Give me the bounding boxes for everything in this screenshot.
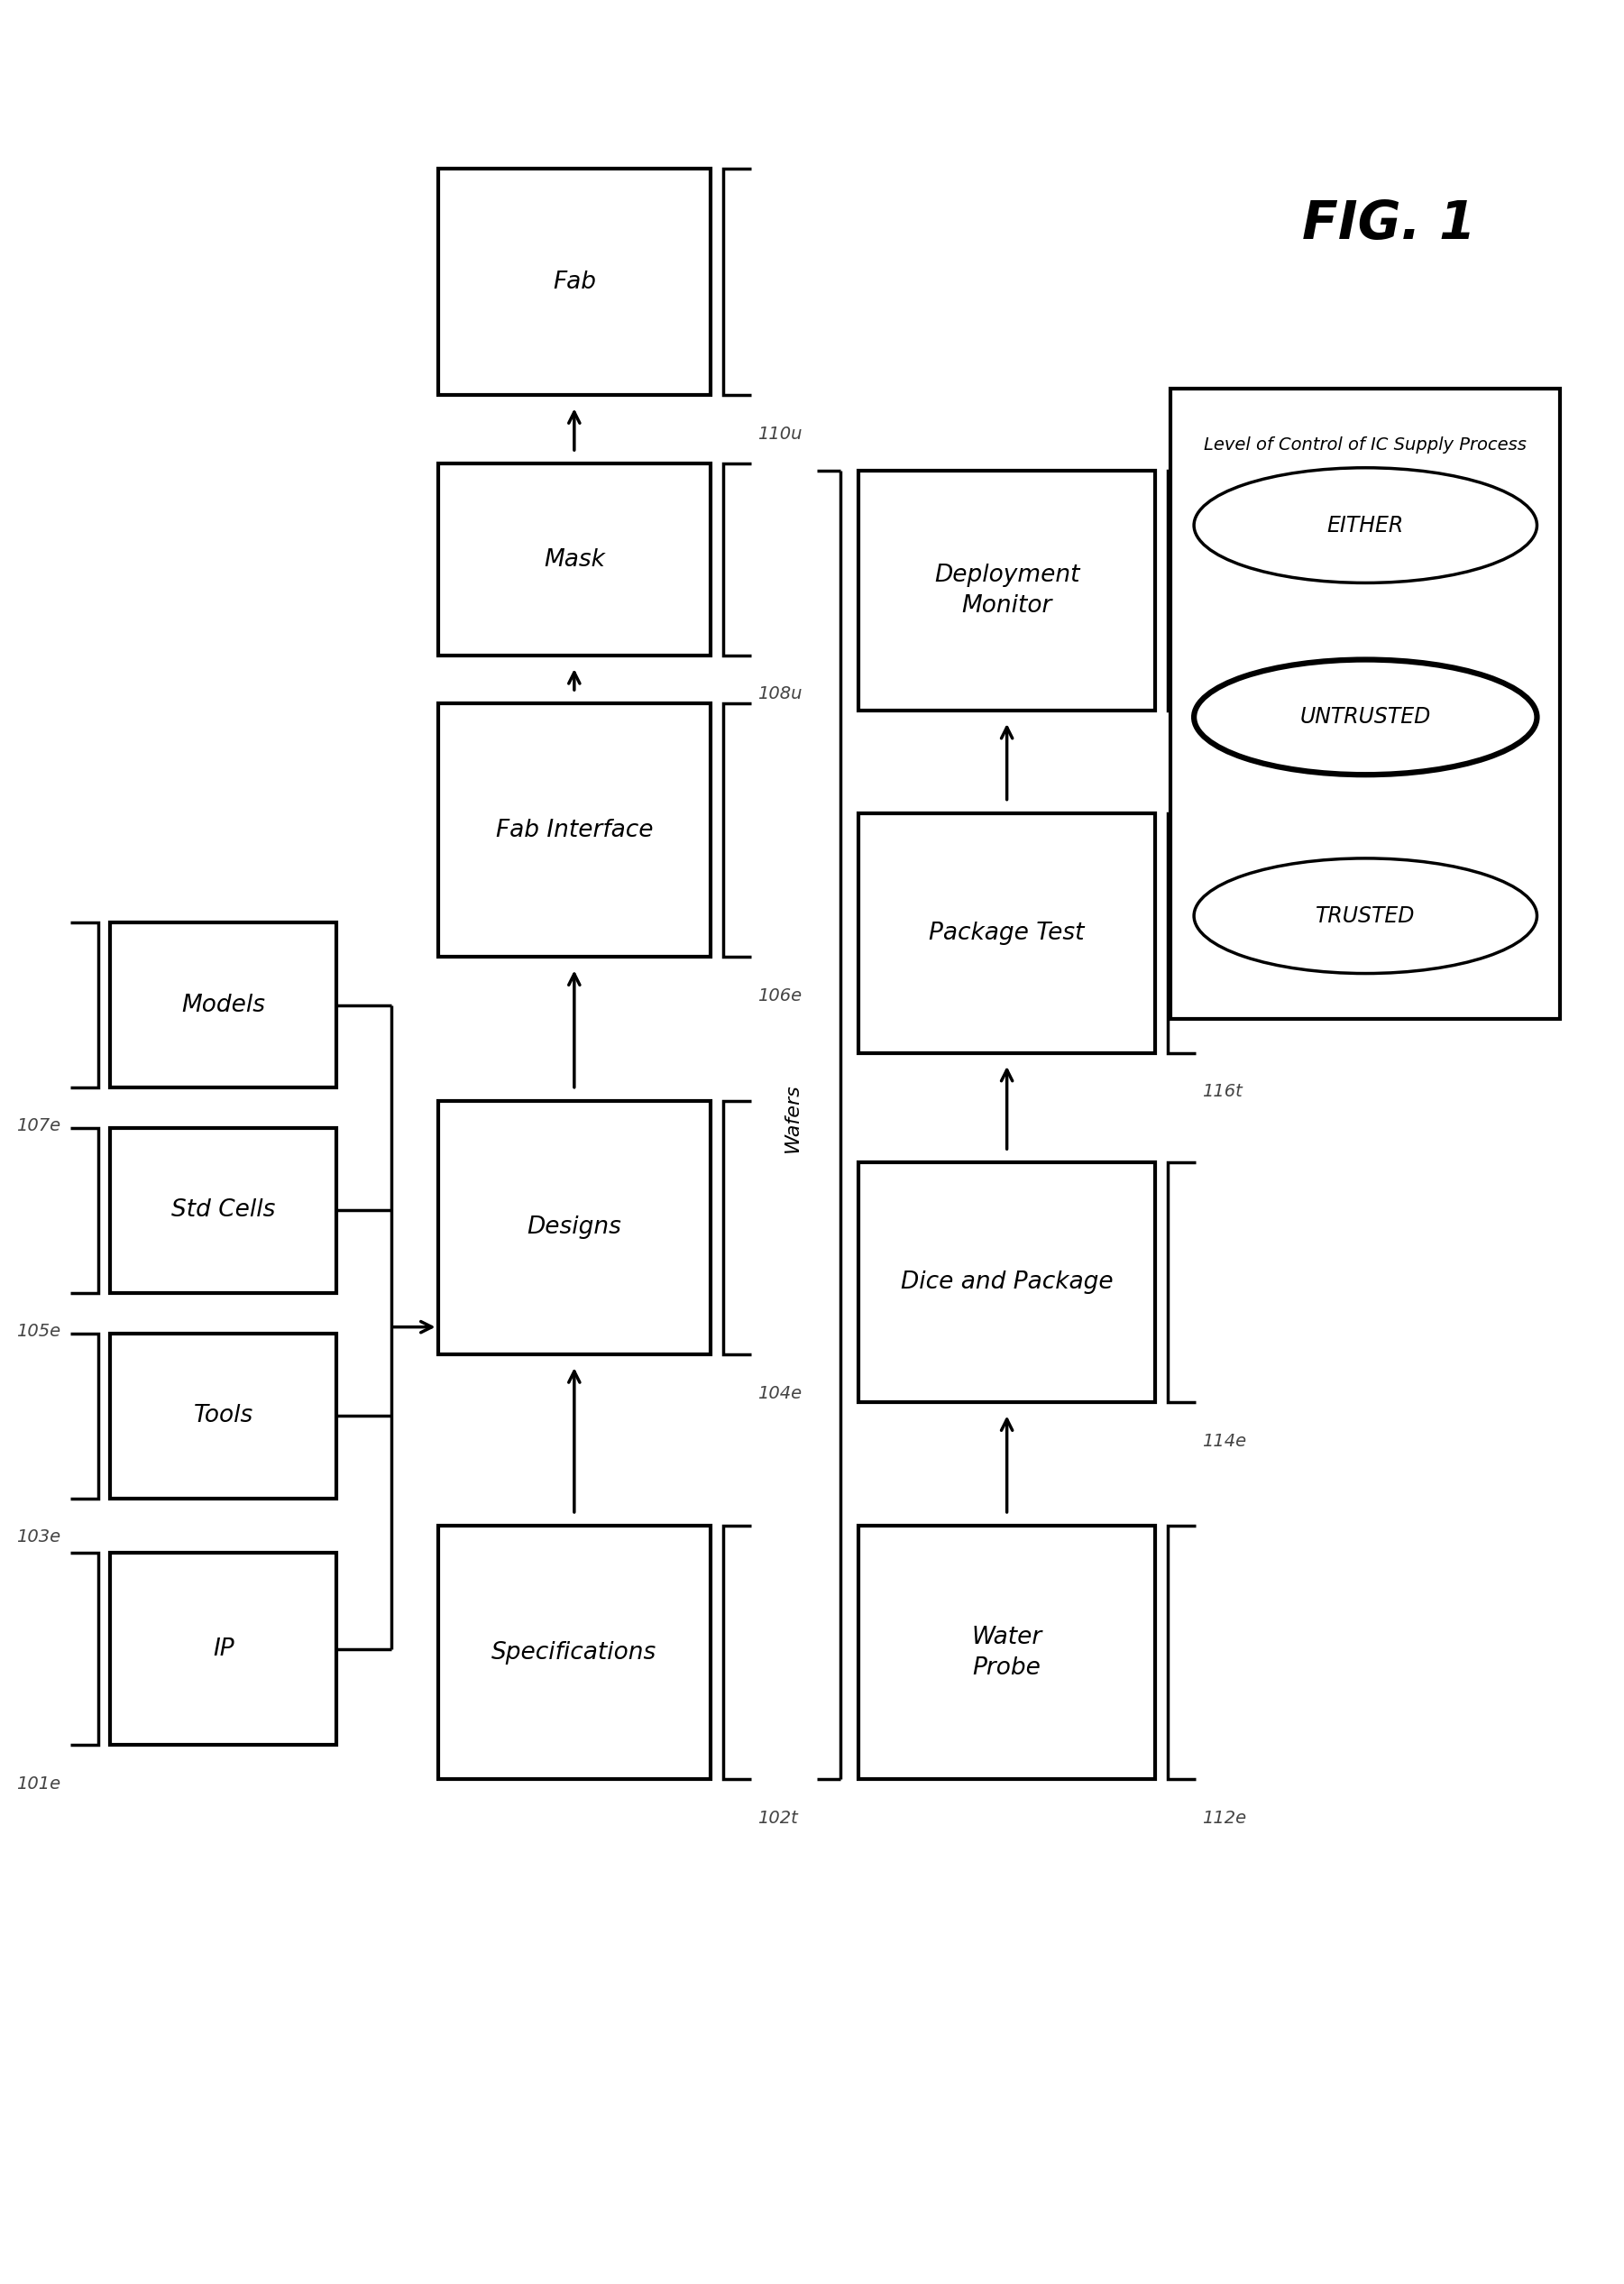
Ellipse shape [1194, 859, 1536, 973]
Text: 107e: 107e [16, 1117, 60, 1135]
Text: EITHER: EITHER [1327, 514, 1403, 537]
Text: 116t: 116t [1202, 1083, 1242, 1101]
Text: 112e: 112e [1202, 1809, 1246, 1827]
Text: 114e: 114e [1202, 1432, 1246, 1450]
Text: Fab: Fab [552, 270, 596, 295]
Text: 104e: 104e [757, 1384, 802, 1402]
Ellipse shape [1194, 468, 1536, 582]
Text: 101e: 101e [16, 1775, 60, 1793]
Text: 118t: 118t [1202, 740, 1242, 758]
Text: 110u: 110u [757, 425, 802, 443]
Bar [859, 471, 1155, 710]
Bar [438, 1101, 711, 1354]
Text: Water
Probe: Water Probe [971, 1626, 1043, 1679]
Text: FIG. 1: FIG. 1 [1302, 199, 1476, 249]
Text: Dice and Package: Dice and Package [901, 1270, 1112, 1295]
Text: Mask: Mask [544, 548, 604, 571]
Bar [110, 1128, 336, 1293]
Bar [110, 923, 336, 1087]
Text: Specifications: Specifications [492, 1640, 656, 1665]
Text: Deployment
Monitor: Deployment Monitor [934, 564, 1080, 617]
Bar [438, 464, 711, 656]
Bar [1171, 388, 1561, 1019]
Text: Fab Interface: Fab Interface [495, 818, 653, 843]
Bar [110, 1334, 336, 1498]
Text: UNTRUSTED: UNTRUSTED [1299, 706, 1431, 729]
Text: Std Cells: Std Cells [172, 1199, 276, 1222]
Bar [859, 1163, 1155, 1402]
Bar [438, 1526, 711, 1779]
Bar [859, 1526, 1155, 1779]
Text: Package Test: Package Test [929, 920, 1085, 946]
Text: 105e: 105e [16, 1322, 60, 1341]
Text: 108u: 108u [757, 685, 802, 703]
Text: Tools: Tools [193, 1405, 253, 1428]
Text: 106e: 106e [757, 987, 802, 1005]
Text: 102t: 102t [757, 1809, 797, 1827]
Text: IP: IP [213, 1638, 234, 1660]
Text: Wafers: Wafers [783, 1083, 802, 1153]
Bar [438, 169, 711, 395]
Text: 103e: 103e [16, 1528, 60, 1546]
Bar [438, 703, 711, 957]
Bar [859, 813, 1155, 1053]
Bar [110, 1553, 336, 1745]
Text: Models: Models [182, 994, 265, 1016]
Ellipse shape [1194, 660, 1536, 774]
Text: TRUSTED: TRUSTED [1315, 904, 1415, 927]
Text: Level of Control of IC Supply Process: Level of Control of IC Supply Process [1203, 436, 1527, 455]
Text: Designs: Designs [526, 1215, 622, 1240]
